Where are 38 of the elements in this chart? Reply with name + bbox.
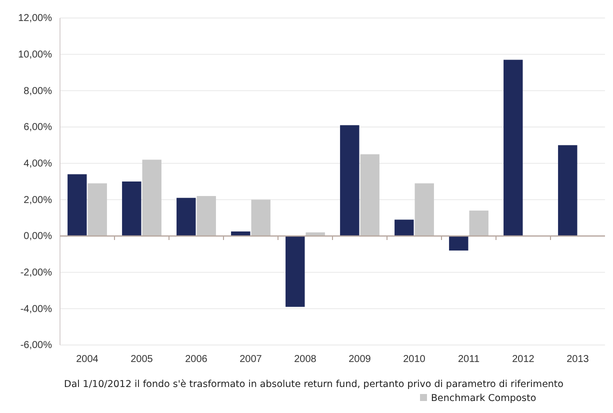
y-tick-label: 6,00% [24, 122, 52, 134]
bar [394, 220, 414, 236]
bar [360, 154, 380, 236]
x-tick-label: 2012 [512, 354, 535, 366]
bar [558, 145, 578, 236]
y-tick-label: 0,00% [24, 231, 52, 242]
y-tick-label: -4,00% [20, 304, 52, 315]
x-tick-label: 2011 [458, 354, 480, 366]
y-tick-label: 4,00% [24, 158, 52, 170]
x-tick-label: 2006 [185, 354, 208, 366]
x-tick-label: 2009 [348, 354, 372, 366]
bar [504, 60, 523, 236]
bar [469, 210, 488, 236]
bar [449, 236, 468, 251]
bar [176, 198, 196, 236]
y-tick-label: 10,00% [18, 50, 52, 61]
y-tick-label: 12,00% [18, 13, 52, 24]
text: Dal 1/10/2012 il fondo s'è trasformato in absolute return fund, pertanto privo di parametro di riferimento [64, 379, 564, 390]
bar [414, 183, 434, 236]
y-tick-label: 2,00% [24, 194, 52, 206]
bar [286, 236, 305, 307]
x-tick-label: 2010 [403, 354, 426, 366]
bar [68, 174, 87, 236]
x-tick-label: 2007 [240, 354, 262, 366]
y-tick-label: -2,00% [20, 268, 52, 279]
x-tick-label: 2013 [566, 354, 590, 366]
y-tick-label: -6,00% [20, 340, 52, 352]
bar [340, 125, 360, 236]
x-tick-label: 2005 [130, 354, 154, 366]
legend-label: Benchmark Composto [431, 393, 536, 404]
bar [122, 182, 142, 236]
bar [88, 183, 107, 236]
x-tick-label: 2008 [294, 354, 317, 366]
y-tick-label: 8,00% [24, 86, 52, 97]
bar [251, 200, 270, 236]
x-tick-label: 2004 [76, 354, 99, 366]
bar [196, 196, 216, 236]
bar [142, 160, 162, 236]
